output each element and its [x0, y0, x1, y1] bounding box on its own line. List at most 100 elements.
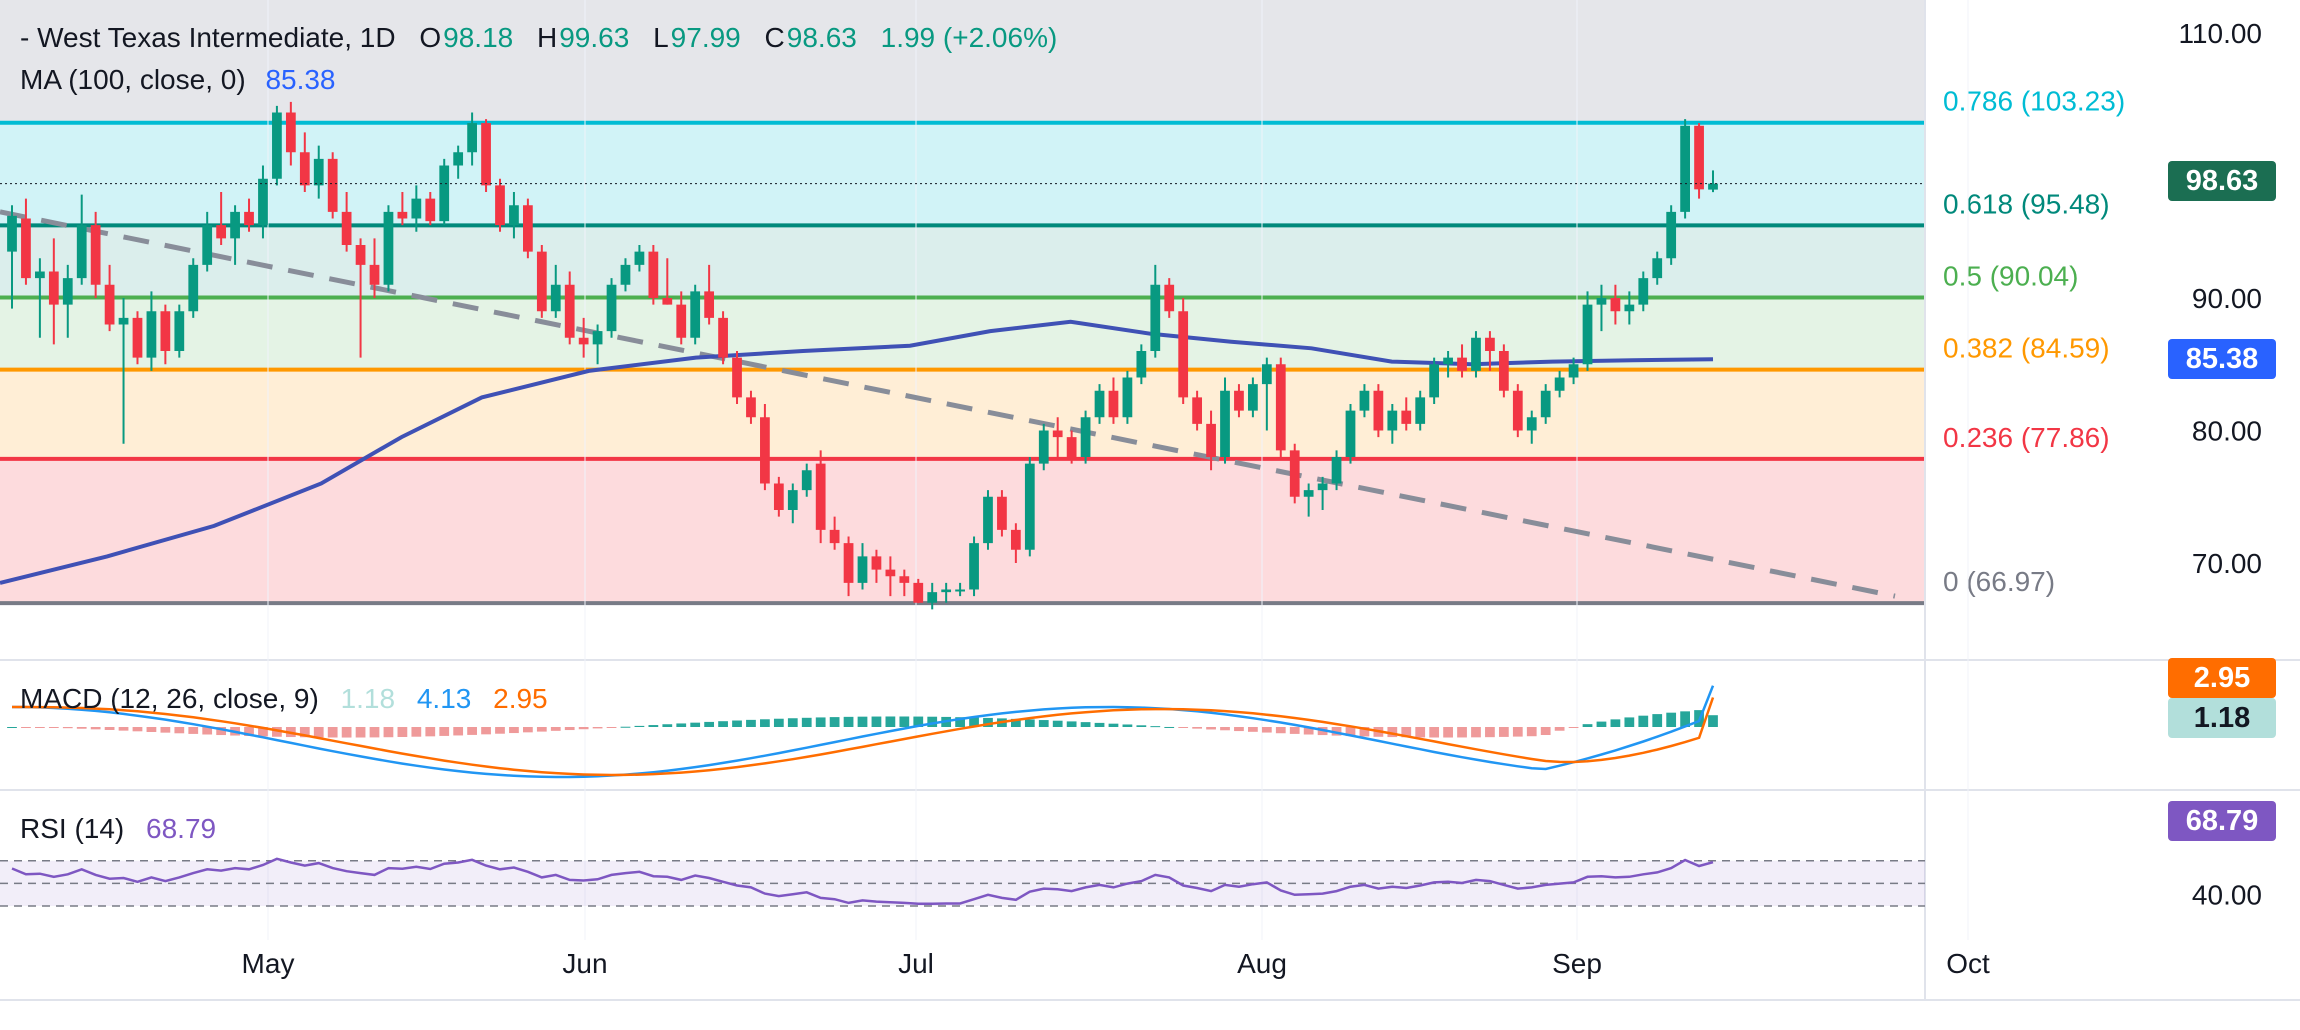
candle: [1206, 410, 1216, 471]
macd-hist-bar: [90, 727, 101, 730]
macd-hist-bar: [118, 727, 129, 731]
rsi-tick-label: 40.00: [2192, 880, 2262, 911]
candle-body: [1498, 351, 1509, 391]
last-price-badge: 98.63: [2168, 161, 2276, 201]
macd-hist-bar: [1610, 719, 1621, 727]
macd-hist-bar: [509, 727, 519, 734]
macd-hist-bar: [1261, 727, 1272, 733]
candle: [76, 194, 87, 285]
candle-body: [592, 331, 603, 345]
macd-hist-bar: [1150, 726, 1161, 728]
candle-body: [1331, 457, 1342, 484]
candle: [857, 543, 868, 590]
candle-body: [1080, 417, 1091, 457]
candle: [1485, 331, 1495, 371]
candle: [1680, 119, 1690, 219]
x-tick-label: Jun: [562, 948, 607, 979]
candle-body: [1234, 390, 1244, 411]
macd-hist-bar: [1666, 712, 1677, 727]
macd-hist-bar: [76, 727, 87, 729]
ma-price-badge: 85.38: [2168, 339, 2276, 379]
candle-body: [1275, 364, 1286, 451]
macd-hist-bar: [299, 727, 310, 738]
candle: [815, 450, 826, 544]
candle: [299, 132, 310, 192]
macd-hist-bar: [913, 716, 924, 727]
rsi-line: [11, 857, 1714, 905]
fib-zone: [0, 225, 1925, 298]
candle: [355, 238, 366, 358]
candle: [1066, 430, 1077, 464]
fib-label: 0 (66.97): [1943, 566, 2055, 597]
candle: [704, 264, 715, 325]
macd-hist-bar: [1415, 727, 1426, 738]
candle: [1359, 384, 1370, 418]
candle-body: [1150, 284, 1161, 351]
macd-hist-bar: [620, 726, 631, 728]
candle: [411, 185, 422, 232]
candle-body: [1568, 364, 1579, 378]
candle-body: [230, 211, 240, 239]
candle-body: [1317, 483, 1328, 491]
candle-body: [620, 264, 631, 285]
macd-hist-bar: [439, 727, 450, 736]
candle: [1024, 457, 1035, 557]
candle: [383, 205, 394, 292]
candle: [1331, 450, 1342, 491]
candle-body: [1373, 390, 1384, 431]
candle: [341, 192, 352, 252]
candle-body: [299, 152, 310, 186]
rsi-badge: 68.79: [2168, 801, 2276, 841]
candle-body: [258, 178, 268, 226]
candle: [1471, 331, 1481, 378]
candle: [1220, 377, 1230, 464]
macd-hist-bar: [955, 717, 965, 727]
candle-body: [272, 112, 282, 179]
candle: [913, 578, 924, 604]
candle: [174, 304, 185, 358]
candle: [690, 284, 701, 345]
macd-hist-bar: [62, 727, 73, 729]
candle-body: [1401, 410, 1412, 424]
macd-hist-bar: [815, 717, 826, 727]
candle-body: [1512, 390, 1523, 431]
candle: [1666, 205, 1677, 265]
macd-hist-bar: [467, 727, 477, 735]
macd-hist-bar: [592, 727, 603, 729]
macd-hist-bar: [718, 721, 728, 727]
candle-body: [76, 225, 87, 279]
macd-hist-bar: [1289, 727, 1300, 734]
candle-body: [1582, 304, 1593, 365]
macd-hist-bar: [1457, 727, 1467, 738]
candle-body: [7, 215, 17, 252]
candle-body: [313, 158, 324, 186]
macd-line: [11, 685, 1715, 779]
candle-body: [1666, 211, 1677, 259]
candle: [397, 192, 408, 226]
macd-hist-bar: [48, 727, 59, 728]
macd-hist-bar: [1052, 720, 1063, 727]
macd-hist-bar: [481, 727, 491, 735]
macd-hist-bar: [885, 716, 896, 727]
candle-body: [773, 483, 784, 510]
macd-hist-bar: [1038, 720, 1049, 727]
macd-hist-bar: [1652, 714, 1663, 727]
candle-body: [857, 556, 868, 583]
candle-body: [843, 543, 854, 583]
candle: [62, 264, 73, 338]
candle-body: [1345, 410, 1356, 457]
candle-body: [606, 284, 617, 332]
macd-hist-bar: [1094, 722, 1105, 727]
candle: [1457, 344, 1467, 378]
candle: [1429, 357, 1440, 404]
macd-hist-bar: [732, 720, 742, 727]
macd-hist-bar: [1206, 727, 1216, 730]
candle: [285, 101, 296, 166]
macd-hist-bar: [1010, 718, 1021, 727]
chart-header: - West Texas Intermediate, 1D O98.18 H99…: [20, 22, 1059, 54]
candle-body: [1652, 258, 1663, 279]
macd-hist-bar: [983, 717, 993, 727]
open-value: 98.18: [443, 22, 514, 53]
candle: [1652, 251, 1663, 285]
